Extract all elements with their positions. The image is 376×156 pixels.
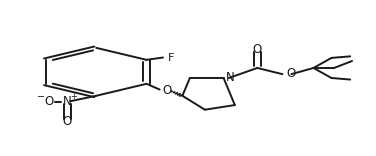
Text: N: N (63, 95, 72, 108)
Text: O: O (253, 43, 262, 56)
Text: O: O (63, 115, 72, 128)
Text: N: N (226, 71, 234, 84)
Text: +: + (70, 92, 77, 101)
Text: −: − (37, 92, 45, 102)
Text: F: F (167, 53, 174, 63)
Text: O: O (44, 95, 53, 108)
Text: O: O (286, 67, 296, 80)
Text: O: O (162, 84, 172, 97)
